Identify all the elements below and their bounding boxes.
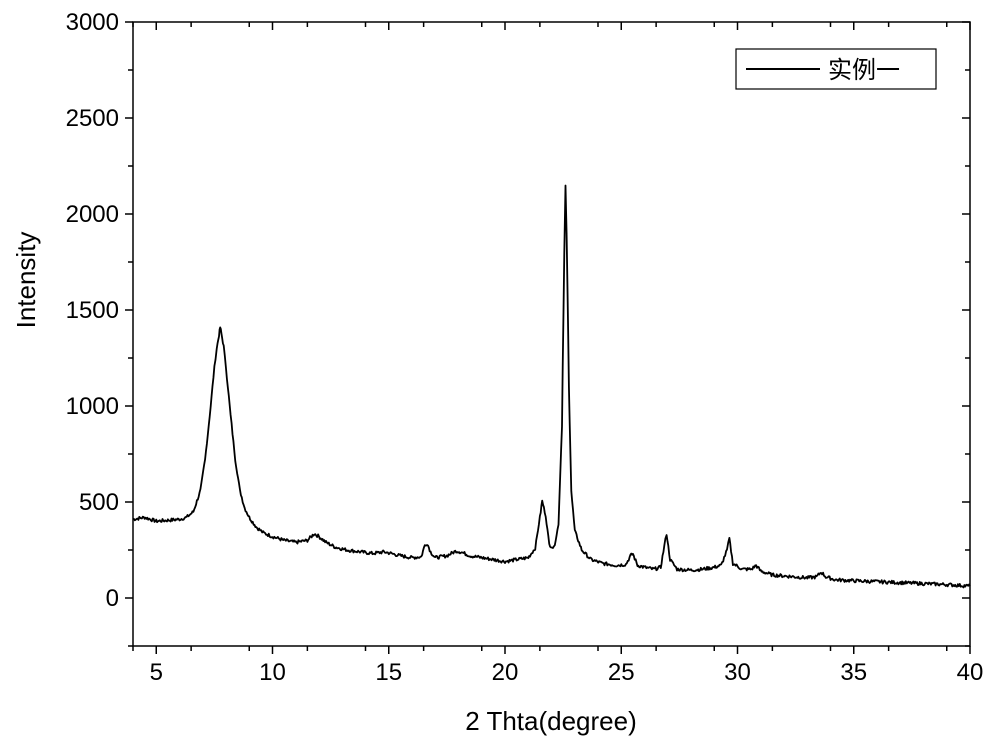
- x-tick-label: 15: [375, 659, 402, 686]
- x-tick-label: 20: [492, 659, 519, 686]
- y-tick-label: 1500: [66, 297, 119, 324]
- x-tick-label: 25: [608, 659, 635, 686]
- x-tick-label: 5: [150, 659, 163, 686]
- x-tick-label: 40: [957, 659, 984, 686]
- legend: 实例一: [736, 49, 936, 89]
- x-tick-label: 30: [724, 659, 751, 686]
- y-tick-label: 2500: [66, 105, 119, 132]
- tick-labels: 5 10 15 20 25 30 35 40 0 500 1000 1500 2000 2500 3000: [66, 9, 984, 686]
- legend-series-label: 实例一: [828, 56, 900, 84]
- y-tick-label: 0: [106, 585, 119, 612]
- y-axis-label: Intensity: [11, 232, 41, 329]
- axis-ticks: [125, 22, 970, 654]
- y-tick-label: 2000: [66, 201, 119, 228]
- y-tick-label: 3000: [66, 9, 119, 36]
- y-tick-label: 500: [79, 489, 119, 516]
- series-line-instance-1: [133, 186, 970, 588]
- y-tick-label: 1000: [66, 393, 119, 420]
- x-axis-label: 2 Thta(degree): [465, 706, 637, 736]
- x-tick-label: 10: [259, 659, 286, 686]
- x-tick-label: 35: [840, 659, 867, 686]
- plot-area-frame: [133, 22, 970, 646]
